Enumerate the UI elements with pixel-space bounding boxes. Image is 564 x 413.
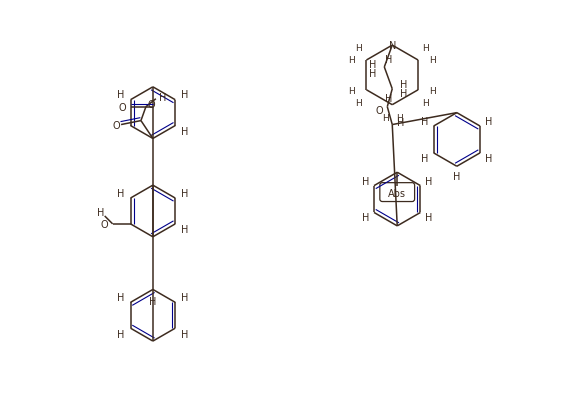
Text: H: H xyxy=(422,44,429,53)
Text: H: H xyxy=(396,114,403,123)
Text: H: H xyxy=(181,127,188,137)
Text: H: H xyxy=(485,154,492,164)
Text: H: H xyxy=(181,225,188,235)
Text: H: H xyxy=(181,292,188,302)
Text: H: H xyxy=(349,56,355,65)
Text: H: H xyxy=(355,44,362,53)
Text: H: H xyxy=(349,86,355,95)
Text: H: H xyxy=(117,329,125,339)
Text: H: H xyxy=(385,55,392,65)
Text: O: O xyxy=(148,100,156,109)
Text: H: H xyxy=(181,329,188,339)
Text: H: H xyxy=(117,292,125,302)
Text: H: H xyxy=(422,99,429,107)
Text: H: H xyxy=(117,90,125,100)
Text: H: H xyxy=(429,56,436,65)
Text: H: H xyxy=(181,90,188,100)
Text: H: H xyxy=(369,60,376,70)
Text: H: H xyxy=(181,188,188,198)
Text: H: H xyxy=(429,86,436,95)
Text: H: H xyxy=(149,297,157,306)
Text: H: H xyxy=(485,117,492,127)
Text: H: H xyxy=(421,154,429,164)
Text: H: H xyxy=(97,207,104,217)
Text: H: H xyxy=(355,99,362,107)
Text: N: N xyxy=(389,41,396,51)
FancyBboxPatch shape xyxy=(380,183,415,202)
Text: H: H xyxy=(425,176,433,186)
Text: H: H xyxy=(385,93,392,104)
Text: H: H xyxy=(369,69,376,79)
Text: H: H xyxy=(400,80,408,90)
Text: Abs: Abs xyxy=(388,189,406,199)
Text: H: H xyxy=(159,93,166,102)
Text: H: H xyxy=(425,213,433,223)
Text: H: H xyxy=(421,117,429,127)
Text: H: H xyxy=(396,117,404,127)
Text: H: H xyxy=(400,88,408,99)
Text: O: O xyxy=(118,102,126,112)
Text: H: H xyxy=(362,213,369,223)
Text: O: O xyxy=(100,219,108,229)
Text: H: H xyxy=(453,172,461,182)
Text: H: H xyxy=(382,114,389,123)
Text: H: H xyxy=(362,176,369,186)
Text: H: H xyxy=(117,188,125,198)
Text: O: O xyxy=(112,120,120,130)
Text: O: O xyxy=(376,105,383,115)
